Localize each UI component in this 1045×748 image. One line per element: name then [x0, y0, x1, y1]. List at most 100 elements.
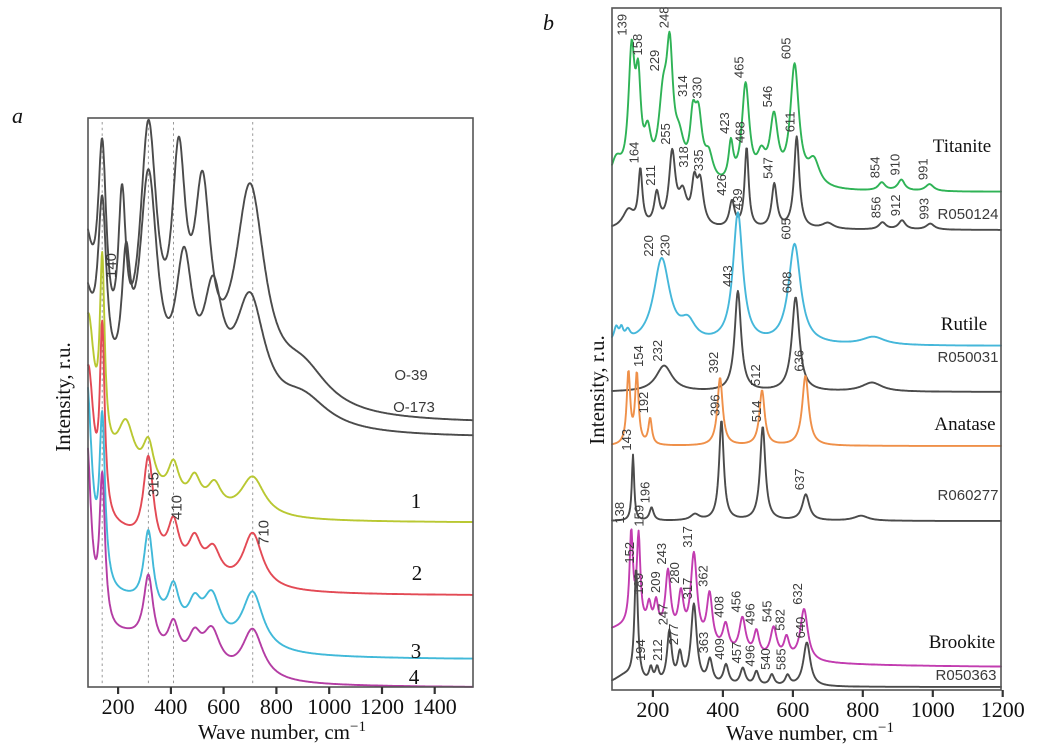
series-4 — [87, 447, 474, 688]
peak-label: 277 — [666, 624, 681, 646]
peak-label: 317 — [680, 578, 695, 600]
peak-label: 247 — [655, 604, 670, 626]
peak-label: 457 — [729, 642, 744, 664]
peak-label: 443 — [720, 265, 735, 287]
peak-label: 582 — [773, 609, 788, 631]
peak-label: 545 — [760, 600, 775, 622]
panel-b-yaxis-title: Intensity, r.u. — [585, 335, 609, 444]
series-1 — [87, 250, 474, 523]
series-label-2: 2 — [412, 561, 423, 585]
peak-label: 637 — [792, 468, 807, 490]
peak-label: 468 — [733, 121, 748, 143]
series-label-O-39: O-39 — [394, 367, 427, 384]
peak-label: 640 — [793, 617, 808, 639]
peak-label: 912 — [888, 194, 903, 216]
x-tick-label: 600 — [776, 697, 809, 722]
x-tick-label: 400 — [154, 694, 187, 719]
wavenumber-annotation: 710 — [256, 520, 273, 545]
peak-label: 220 — [641, 235, 656, 257]
peak-label: 159 — [632, 505, 647, 527]
series-label-R050363: R050363 — [936, 667, 997, 684]
series-label-O-173: O-173 — [393, 399, 435, 416]
peak-label: 212 — [650, 639, 665, 661]
series-Titanite — [611, 30, 1002, 193]
series-label-R050031: R050031 — [938, 349, 999, 366]
peak-label: 232 — [650, 340, 665, 362]
peak-label: 362 — [696, 565, 711, 587]
x-tick-label: 400 — [706, 697, 739, 722]
peak-label: 154 — [631, 345, 646, 367]
x-tick-label: 800 — [846, 697, 879, 722]
peak-label: 211 — [643, 165, 658, 186]
peak-label: 465 — [732, 56, 747, 78]
peak-label: 317 — [680, 526, 695, 548]
series-label-3: 3 — [411, 639, 422, 663]
series-label-R050124: R050124 — [938, 206, 999, 223]
peak-label: 540 — [758, 648, 773, 670]
series-O-39 — [87, 118, 474, 422]
peak-label: 611 — [783, 112, 798, 133]
peak-label: 230 — [657, 235, 672, 257]
peak-label: 439 — [730, 188, 745, 210]
peak-label: 318 — [676, 146, 691, 168]
x-tick-label: 200 — [636, 697, 669, 722]
wavenumber-annotation: 410 — [169, 495, 186, 520]
peak-label: 426 — [714, 174, 729, 196]
peak-label: 363 — [696, 632, 711, 654]
peak-label: 280 — [667, 562, 682, 584]
series-R050124 — [611, 135, 1002, 231]
peak-label: 496 — [743, 603, 758, 625]
peak-label: 139 — [615, 14, 630, 36]
peak-label: 255 — [658, 123, 673, 145]
peak-label: 158 — [630, 34, 645, 56]
peak-label: 189 — [631, 573, 646, 595]
series-R060277 — [611, 420, 1002, 522]
series-label-R060277: R060277 — [938, 487, 999, 504]
peak-label: 636 — [792, 350, 807, 372]
series-label-Brookite: Brookite — [929, 632, 996, 653]
panel-a-plot: O-39 O-173 1 2 34 140 315 410 710 200 400 600 800 100… — [87, 117, 474, 719]
peak-label: 547 — [760, 157, 775, 179]
peak-label: 248 — [657, 6, 672, 28]
peak-label: 608 — [780, 271, 795, 293]
peak-label: 856 — [868, 196, 883, 218]
peak-label: 993 — [916, 198, 931, 220]
peak-label: 392 — [706, 352, 721, 374]
x-tick-label: 1200 — [360, 694, 404, 719]
wavenumber-annotation: 315 — [145, 472, 162, 497]
plot-frame — [87, 117, 474, 688]
peak-label: 512 — [748, 364, 763, 386]
peak-label: 335 — [691, 149, 706, 171]
wavenumber-annotation: 140 — [103, 253, 120, 278]
peak-label: 409 — [712, 638, 727, 660]
series-Anatase — [611, 370, 1002, 447]
peak-label: 314 — [675, 75, 690, 97]
peak-label: 396 — [708, 394, 723, 416]
peak-label: 632 — [790, 583, 805, 605]
x-tick-label: 1000 — [911, 697, 955, 722]
series-R050363 — [611, 569, 1002, 688]
peak-label: 194 — [633, 639, 648, 661]
series-Rutile — [611, 211, 1002, 347]
x-tick-label: 800 — [260, 694, 293, 719]
series-label-Rutile: Rutile — [941, 314, 987, 335]
peak-label: 605 — [779, 37, 794, 59]
peak-label: 196 — [638, 482, 653, 504]
peak-label: 496 — [743, 645, 758, 667]
series-label-Anatase: Anatase — [934, 414, 995, 435]
x-tick-label: 200 — [102, 694, 135, 719]
panel-a-xaxis-title: Wave number, cm−1 — [198, 719, 366, 744]
panel-b-xaxis-title: Wave number, cm−1 — [726, 720, 894, 745]
peak-label: 243 — [654, 543, 669, 565]
peak-label: 423 — [717, 112, 732, 134]
peak-label: 585 — [774, 648, 789, 670]
series-2 — [87, 319, 474, 596]
x-tick-label: 1400 — [413, 694, 457, 719]
peak-label: 164 — [626, 142, 641, 164]
peak-label: 514 — [749, 400, 764, 422]
series-3 — [87, 386, 474, 660]
panel-b-letter: b — [543, 10, 554, 35]
plot-frame — [611, 7, 1002, 691]
